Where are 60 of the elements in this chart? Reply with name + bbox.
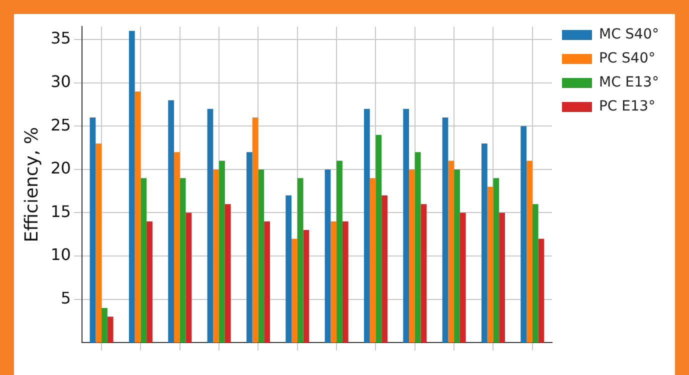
bar xyxy=(538,238,544,343)
bar xyxy=(303,230,310,343)
legend-label: MC S40° xyxy=(598,26,660,43)
bar xyxy=(258,169,264,343)
bar xyxy=(180,178,186,343)
bar xyxy=(460,212,466,343)
bar xyxy=(292,238,298,343)
bar xyxy=(252,118,258,343)
y-tick-label: 25 xyxy=(50,115,71,134)
bar xyxy=(409,169,415,343)
y-tick-label: 20 xyxy=(50,158,71,178)
bar xyxy=(90,118,96,343)
y-tick-label: 35 xyxy=(50,28,71,48)
bar xyxy=(102,308,108,343)
bar xyxy=(146,221,152,343)
bar xyxy=(134,92,141,343)
bar xyxy=(324,169,331,343)
bar xyxy=(342,221,348,343)
y-tick-label: 10 xyxy=(50,245,71,264)
bar xyxy=(442,118,448,343)
bar xyxy=(420,204,427,343)
bar xyxy=(364,108,370,343)
bar xyxy=(481,143,488,343)
bar xyxy=(376,134,382,343)
bar xyxy=(96,143,102,343)
y-axis-title: Efficiency, % xyxy=(21,126,42,242)
bar xyxy=(219,160,225,343)
bar xyxy=(107,316,114,343)
bar xyxy=(207,108,214,343)
bar xyxy=(297,178,304,343)
bar xyxy=(526,160,532,343)
bar xyxy=(414,152,421,343)
bar xyxy=(168,100,174,343)
legend-label: PC E13° xyxy=(598,98,656,115)
bar xyxy=(336,160,342,343)
y-tick-label: 5 xyxy=(60,288,71,308)
bar xyxy=(264,221,270,343)
bar xyxy=(448,160,454,343)
bar xyxy=(382,195,388,343)
bar xyxy=(286,195,292,343)
bar xyxy=(224,204,231,343)
bar xyxy=(487,186,494,343)
bar xyxy=(330,221,337,343)
bar xyxy=(532,204,538,343)
bar xyxy=(128,30,135,343)
y-tick-label: 15 xyxy=(50,202,71,221)
y-tick-label: 30 xyxy=(50,72,71,92)
bar xyxy=(454,169,460,343)
bar xyxy=(493,178,500,343)
bar xyxy=(140,178,147,343)
bar xyxy=(246,152,252,343)
legend-label: PC S40° xyxy=(598,50,656,67)
bar xyxy=(174,152,180,343)
bar xyxy=(186,212,192,343)
legend-label: MC E13° xyxy=(598,74,659,91)
bar xyxy=(520,126,527,343)
bar xyxy=(403,108,410,343)
bar xyxy=(213,169,220,343)
bar xyxy=(499,212,505,343)
bar xyxy=(370,178,376,343)
